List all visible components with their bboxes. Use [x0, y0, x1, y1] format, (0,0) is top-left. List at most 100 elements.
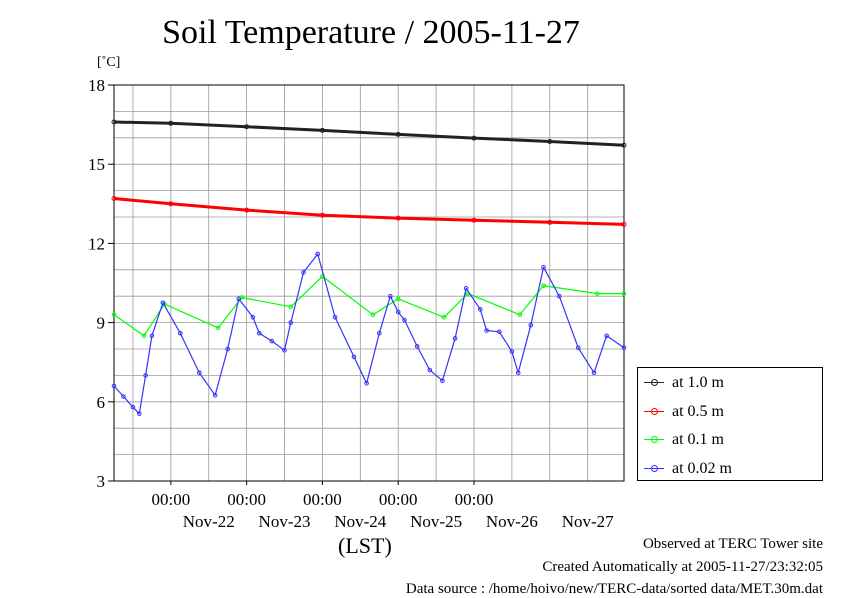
- data-point: [478, 307, 483, 312]
- legend-label: at 0.1 m: [672, 431, 724, 448]
- data-point: [509, 349, 515, 354]
- data-point: [111, 196, 117, 201]
- data-point: [178, 330, 183, 336]
- data-point: [471, 135, 477, 141]
- x-tick-label: 00:00: [379, 490, 418, 509]
- series-line-at-1-0-m: [113, 120, 625, 147]
- data-point: [351, 354, 357, 360]
- x-date-label: Nov-22: [183, 512, 235, 531]
- x-date-label: Nov-23: [259, 512, 311, 531]
- legend-item: at 0.1 m: [638, 428, 724, 452]
- x-axis-label: (LST): [338, 533, 392, 558]
- data-point: [575, 345, 581, 351]
- data-point: [244, 207, 250, 213]
- legend-label: at 0.02 m: [672, 459, 732, 477]
- data-point: [215, 325, 221, 331]
- y-tick-label: 18: [88, 76, 105, 95]
- legend-marker-icon: [644, 405, 664, 419]
- data-point: [604, 333, 609, 339]
- data-point: [149, 333, 155, 339]
- data-point: [269, 338, 275, 344]
- x-tick-label: 00:00: [227, 490, 266, 509]
- y-tick-label: 6: [97, 393, 106, 412]
- data-point: [427, 367, 433, 373]
- data-point: [471, 217, 477, 223]
- data-point: [395, 215, 401, 221]
- data-point: [594, 291, 600, 296]
- legend-marker-icon: [644, 376, 664, 390]
- x-date-label: Nov-24: [334, 512, 386, 531]
- data-point: [541, 264, 546, 270]
- y-tick-label: 12: [88, 234, 105, 253]
- legend-marker-icon: [644, 433, 664, 447]
- data-point: [541, 283, 546, 288]
- data-point: [440, 378, 445, 384]
- data-point: [591, 370, 597, 376]
- data-point: [621, 142, 627, 148]
- x-date-label: Nov-27: [562, 512, 614, 531]
- data-point: [319, 212, 325, 218]
- x-date-label: Nov-25: [410, 512, 462, 531]
- legend-item: at 1.0 m: [638, 371, 724, 395]
- series-line-at-0-02-m: [113, 253, 625, 415]
- data-point: [621, 291, 627, 296]
- plot-frame: [113, 84, 625, 482]
- data-point: [244, 124, 250, 130]
- y-tick-label: 3: [97, 472, 106, 491]
- data-point: [515, 370, 521, 376]
- footer-created: Created Automatically at 2005-11-27/23:3…: [542, 559, 823, 575]
- data-point: [547, 139, 553, 144]
- data-point: [137, 411, 142, 417]
- data-point: [257, 330, 262, 336]
- data-point: [282, 348, 287, 353]
- data-point: [414, 344, 420, 349]
- y-tick-label: 9: [97, 314, 106, 333]
- data-point: [547, 219, 553, 225]
- data-point: [197, 370, 202, 376]
- data-point: [250, 315, 256, 320]
- data-point: [388, 293, 393, 299]
- data-point: [528, 322, 534, 328]
- data-point: [402, 317, 407, 323]
- data-point: [484, 328, 489, 333]
- data-point: [621, 345, 627, 351]
- legend-item: at 0.02 m: [638, 457, 732, 481]
- data-point: [143, 373, 148, 378]
- legend-label: at 1.0 m: [672, 374, 724, 391]
- x-tick-label: 00:00: [455, 490, 494, 509]
- legend-item: at 0.5 m: [638, 400, 724, 424]
- data-point: [370, 312, 376, 318]
- legend-marker-icon: [644, 462, 664, 476]
- data-point: [225, 346, 230, 352]
- footer-observed: Observed at TERC Tower site: [642, 536, 823, 552]
- data-point: [288, 320, 294, 325]
- data-point: [497, 329, 502, 335]
- data-point: [452, 336, 458, 341]
- data-point: [111, 312, 117, 318]
- data-point: [236, 296, 241, 302]
- data-point: [160, 300, 166, 306]
- footer-source: Data source : /home/hoivo/new/TERC-data/…: [405, 581, 823, 597]
- data-point: [111, 383, 117, 389]
- data-point: [517, 312, 523, 318]
- data-point: [111, 119, 117, 125]
- x-tick-label: 00:00: [151, 490, 190, 509]
- data-point: [557, 293, 562, 299]
- data-point: [168, 201, 174, 207]
- legend: at 1.0 m at 0.5 m at 0.1 m at 0.02 m: [637, 367, 823, 481]
- data-point: [141, 333, 147, 339]
- data-point: [301, 270, 306, 275]
- data-point: [377, 330, 382, 336]
- data-point: [395, 309, 401, 315]
- data-point: [395, 131, 401, 137]
- data-point: [395, 296, 401, 302]
- data-point: [364, 381, 369, 386]
- series-line-at-0-1-m: [113, 275, 624, 337]
- data-point: [212, 392, 218, 398]
- data-point: [319, 127, 325, 133]
- data-point: [332, 315, 338, 320]
- x-date-label: Nov-26: [486, 512, 538, 531]
- y-tick-label: 15: [88, 155, 105, 174]
- data-point: [463, 286, 469, 291]
